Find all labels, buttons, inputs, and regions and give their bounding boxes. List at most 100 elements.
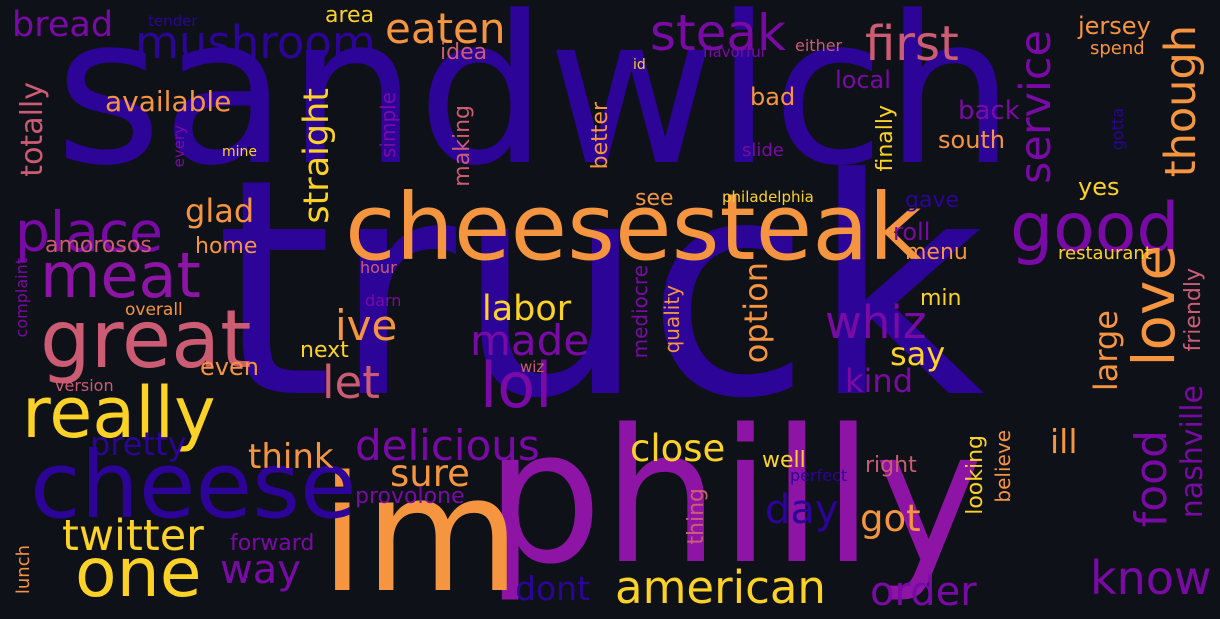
word-made: made — [470, 316, 590, 365]
word-cheesesteak: cheesesteak — [345, 174, 922, 281]
word-see: see — [635, 186, 674, 211]
word-im: im — [320, 441, 521, 619]
word-service: service — [1011, 30, 1061, 185]
word-philly: philly — [485, 389, 984, 605]
word-slide: slide — [742, 140, 784, 161]
word-mine: mine — [222, 144, 258, 160]
word-overall: overall — [125, 300, 183, 320]
word-bad: bad — [750, 83, 796, 111]
word-believe: believe — [991, 430, 1015, 503]
word-either: either — [795, 36, 843, 55]
word-know: know — [1090, 551, 1212, 605]
word-quality: quality — [660, 285, 684, 354]
word-flavorful: flavorful — [703, 43, 765, 61]
word-home: home — [195, 234, 258, 259]
word-large: large — [1087, 310, 1125, 392]
word-totally: totally — [15, 82, 50, 177]
word-wiz: wiz — [520, 358, 545, 376]
word-local: local — [835, 66, 891, 94]
word-spend: spend — [1090, 38, 1145, 59]
word-even: even — [200, 353, 259, 381]
word-twitter: twitter — [62, 511, 204, 561]
word-mediocre: mediocre — [628, 265, 652, 359]
word-mushroom: mushroom — [135, 16, 376, 69]
word-really: really — [22, 372, 216, 454]
word-id: id — [633, 57, 646, 73]
word-pretty: pretty — [90, 425, 187, 463]
word-perfect: perfect — [790, 466, 848, 485]
word-jersey: jersey — [1078, 12, 1151, 40]
word-ive: ive — [335, 301, 398, 350]
word-american: american — [615, 561, 826, 614]
word-nashville: nashville — [1175, 385, 1210, 519]
word-great: great — [40, 293, 252, 386]
word-min: min — [920, 286, 962, 311]
word-philadelphia: philadelphia — [722, 188, 814, 206]
word-whiz: whiz — [825, 296, 927, 349]
word-sure: sure — [390, 452, 470, 495]
word-friendly: friendly — [1181, 268, 1206, 352]
word-straight: straight — [297, 88, 337, 224]
word-menu: menu — [905, 240, 968, 265]
word-every: every — [170, 125, 188, 168]
word-right: right — [865, 453, 917, 478]
word-bread: bread — [12, 5, 114, 45]
word-looking: looking — [963, 435, 988, 515]
word-steak: steak — [650, 4, 787, 62]
word-let: let — [322, 356, 380, 409]
word-roll: roll — [893, 218, 931, 246]
word-gave: gave — [905, 188, 960, 213]
word-back: back — [958, 96, 1020, 126]
word-simple: simple — [376, 92, 400, 159]
word-labor: labor — [482, 289, 572, 329]
word-lunch: lunch — [13, 545, 34, 595]
word-amorosos: amorosos — [45, 233, 152, 258]
word-south: south — [938, 126, 1006, 154]
word-kind: kind — [845, 362, 914, 400]
word-lol: lol — [480, 349, 553, 422]
word-making: making — [450, 105, 475, 187]
word-thing: thing — [684, 488, 709, 545]
word-available: available — [105, 85, 232, 118]
word-better: better — [588, 102, 613, 170]
word-think: think — [248, 437, 334, 477]
word-day: day — [765, 487, 839, 533]
word-first: first — [865, 16, 959, 72]
word-area: area — [325, 3, 375, 28]
word-darn: darn — [365, 291, 402, 310]
word-way: way — [220, 547, 301, 593]
word-version: version — [55, 376, 114, 395]
word-got: got — [860, 497, 921, 540]
word-glad: glad — [185, 192, 255, 230]
word-hour: hour — [360, 258, 397, 277]
word-eaten: eaten — [385, 4, 506, 53]
word-complaint: complaint — [12, 258, 31, 338]
word-yes: yes — [1078, 173, 1120, 201]
word-close: close — [630, 427, 726, 470]
word-provolone: provolone — [355, 484, 465, 509]
word-forward: forward — [230, 531, 315, 556]
word-say: say — [890, 335, 946, 373]
word-food: food — [1126, 430, 1177, 528]
word-restaurant: restaurant — [1058, 243, 1152, 264]
word-finally: finally — [873, 105, 898, 172]
word-meat: meat — [40, 239, 201, 312]
word-though: though — [1156, 25, 1206, 178]
word-gotta: gotta — [1108, 108, 1127, 151]
word-place: place — [15, 200, 163, 264]
word-tender: tender — [148, 12, 198, 30]
word-cheese: cheese — [30, 432, 357, 539]
word-delicious: delicious — [355, 421, 540, 470]
word-well: well — [762, 448, 806, 473]
word-idea: idea — [440, 40, 488, 65]
word-option: option — [737, 262, 775, 364]
word-ill: ill — [1050, 422, 1078, 461]
word-good: good — [1010, 189, 1180, 268]
word-order: order — [870, 569, 977, 615]
word-sandwich: sandwich — [55, 0, 1015, 211]
word-next: next — [300, 338, 349, 363]
word-truck: truck — [215, 115, 985, 464]
word-dont: dont — [515, 569, 590, 608]
word-one: one — [75, 534, 202, 613]
